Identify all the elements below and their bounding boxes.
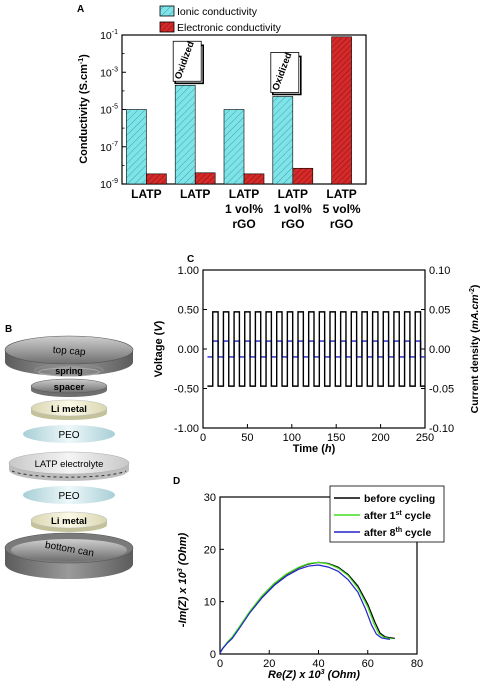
c-ytick-label: -1.00	[174, 423, 199, 435]
a-category-label: rGO	[281, 217, 304, 231]
panel-label-c: C	[187, 254, 194, 265]
d-xtick-label: 0	[217, 658, 223, 670]
a-ytick-label: 10-7	[100, 141, 118, 154]
d-ytick-label: 0	[210, 649, 216, 661]
panel-label-b: B	[5, 324, 12, 335]
c-y2tick-label: -0.10	[429, 423, 454, 435]
bar-electronic	[146, 173, 167, 185]
layer-label-spring: spring	[55, 366, 83, 376]
panel-d-ylabel: -Im(Z) x 103 (Ohm)	[177, 532, 189, 627]
bar-ionic	[126, 109, 147, 185]
c-ytick-label: -0.50	[174, 384, 199, 396]
c-ytick-label: 0.50	[178, 305, 199, 317]
layer-label-spacer: spacer	[54, 382, 85, 393]
panel-label-d: D	[173, 476, 180, 487]
legend-swatch-electronic	[159, 21, 175, 33]
bar-electronic	[194, 172, 216, 185]
a-category-label: rGO	[330, 217, 353, 231]
d-legend-label: after 8th cycle	[364, 527, 431, 539]
layer-bottom-can: bottom can	[4, 532, 134, 579]
legend-swatch-ionic	[159, 5, 175, 17]
panel-c-ylabel: Voltage (V)	[153, 320, 165, 377]
c-xtick-label: 200	[371, 432, 389, 444]
a-category-label: LATP	[326, 187, 356, 201]
d-xtick-label: 20	[263, 658, 275, 670]
legend-label-electronic: Electronic conductivity	[177, 22, 282, 34]
c-ytick-label: 1.00	[178, 265, 199, 277]
c-y2tick-label: 0.00	[429, 344, 450, 356]
c-y2tick-label: -0.05	[429, 384, 454, 396]
panel-label-a: A	[77, 4, 84, 15]
c-xtick-label: 50	[241, 432, 253, 444]
d-xtick-label: 40	[312, 658, 324, 670]
d-xtick-label: 80	[411, 658, 423, 670]
bar-electronic	[243, 173, 265, 185]
panel-b-cell-diagram: top cap spring spacer Li metal PEO	[4, 335, 134, 579]
d-legend-label: after 1st cycle	[364, 510, 431, 522]
panel-c-line-chart: 0 50 100 150 200 250 -1.00 -0.50 0.00 0.50 1.00 -0.…	[153, 265, 481, 455]
a-annotation-box	[270, 52, 300, 93]
d-ytick-label: 20	[204, 544, 216, 556]
a-category-label: LATP	[180, 187, 210, 201]
layer-label-top-cap: top cap	[52, 345, 86, 358]
a-category-label: 1 vol%	[225, 202, 263, 216]
c-y2tick-label: 0.10	[429, 265, 450, 277]
panel-c-y2label: Current density (mA.cm-2)	[469, 285, 481, 414]
bar-electronic	[292, 167, 314, 185]
c-xtick-label: 0	[200, 432, 206, 444]
c-xtick-label: 250	[416, 432, 434, 444]
layer-spacer: spacer	[30, 378, 108, 397]
d-legend-label: before cycling	[364, 493, 435, 505]
layer-li-metal-top: Li metal	[30, 399, 108, 420]
d-series-line	[219, 561, 393, 654]
a-category-label: LATP	[229, 187, 259, 201]
panel-c-xlabel: Time (h)	[293, 443, 336, 455]
layer-peo-top: PEO	[23, 425, 115, 443]
layer-label-li-metal-top: Li metal	[51, 404, 87, 415]
layer-label-latp: LATP electrolyte	[35, 459, 104, 470]
a-ytick-label: 10-3	[100, 66, 118, 79]
d-xtick-label: 60	[362, 658, 374, 670]
a-ytick-label: 10-5	[100, 104, 118, 117]
layer-peo-bottom: PEO	[23, 486, 115, 504]
a-category-label: LATP	[278, 187, 308, 201]
layer-label-li-metal-bottom: Li metal	[51, 516, 87, 527]
panel-d-xlabel: Re(Z) x 103 (Ohm)	[268, 669, 360, 681]
c-y2tick-label: 0.05	[429, 305, 450, 317]
panel-d-nyquist-plot: 0 20 40 60 80 0 10 20 30 before cycling after 1st…	[177, 485, 445, 681]
panel-d-legend: before cycling after 1st cycle after 8th c…	[329, 485, 445, 543]
c-xtick-label: 100	[283, 432, 301, 444]
d-ytick-label: 10	[204, 597, 216, 609]
a-annotation-shadow	[174, 44, 204, 85]
a-category-label: LATP	[131, 187, 161, 201]
panel-a-ylabel: Conductivity (S.cm-1)	[78, 54, 90, 164]
bar-electronic	[331, 36, 352, 185]
d-series-line	[219, 564, 390, 654]
a-category-label: 1 vol%	[274, 202, 312, 216]
a-annotation-shadow	[272, 55, 302, 96]
layer-li-metal-bottom: Li metal	[30, 511, 108, 532]
panel-a-legend: Ionic conductivity Electronic conductivi…	[159, 5, 282, 34]
d-ytick-label: 30	[204, 492, 216, 504]
layer-latp-electrolyte: LATP electrolyte	[8, 451, 130, 481]
layer-label-peo-bottom: PEO	[58, 491, 79, 502]
layer-spring: spring	[34, 364, 104, 377]
series-voltage	[207, 311, 425, 387]
a-annotation-box	[172, 40, 202, 82]
a-ytick-label: 10-9	[100, 178, 118, 191]
bar-ionic	[223, 109, 245, 185]
c-ytick-label: 0.00	[178, 344, 199, 356]
a-ytick-label: 10-1	[100, 29, 118, 42]
bar-ionic	[272, 96, 294, 185]
layer-top-cap: top cap	[4, 335, 134, 376]
a-category-label: rGO	[232, 217, 255, 231]
layer-label-peo-top: PEO	[58, 430, 79, 441]
legend-label-ionic: Ionic conductivity	[177, 6, 258, 18]
a-category-label: 5 vol%	[323, 202, 361, 216]
bar-ionic	[174, 84, 196, 185]
c-xtick-label: 150	[327, 432, 345, 444]
